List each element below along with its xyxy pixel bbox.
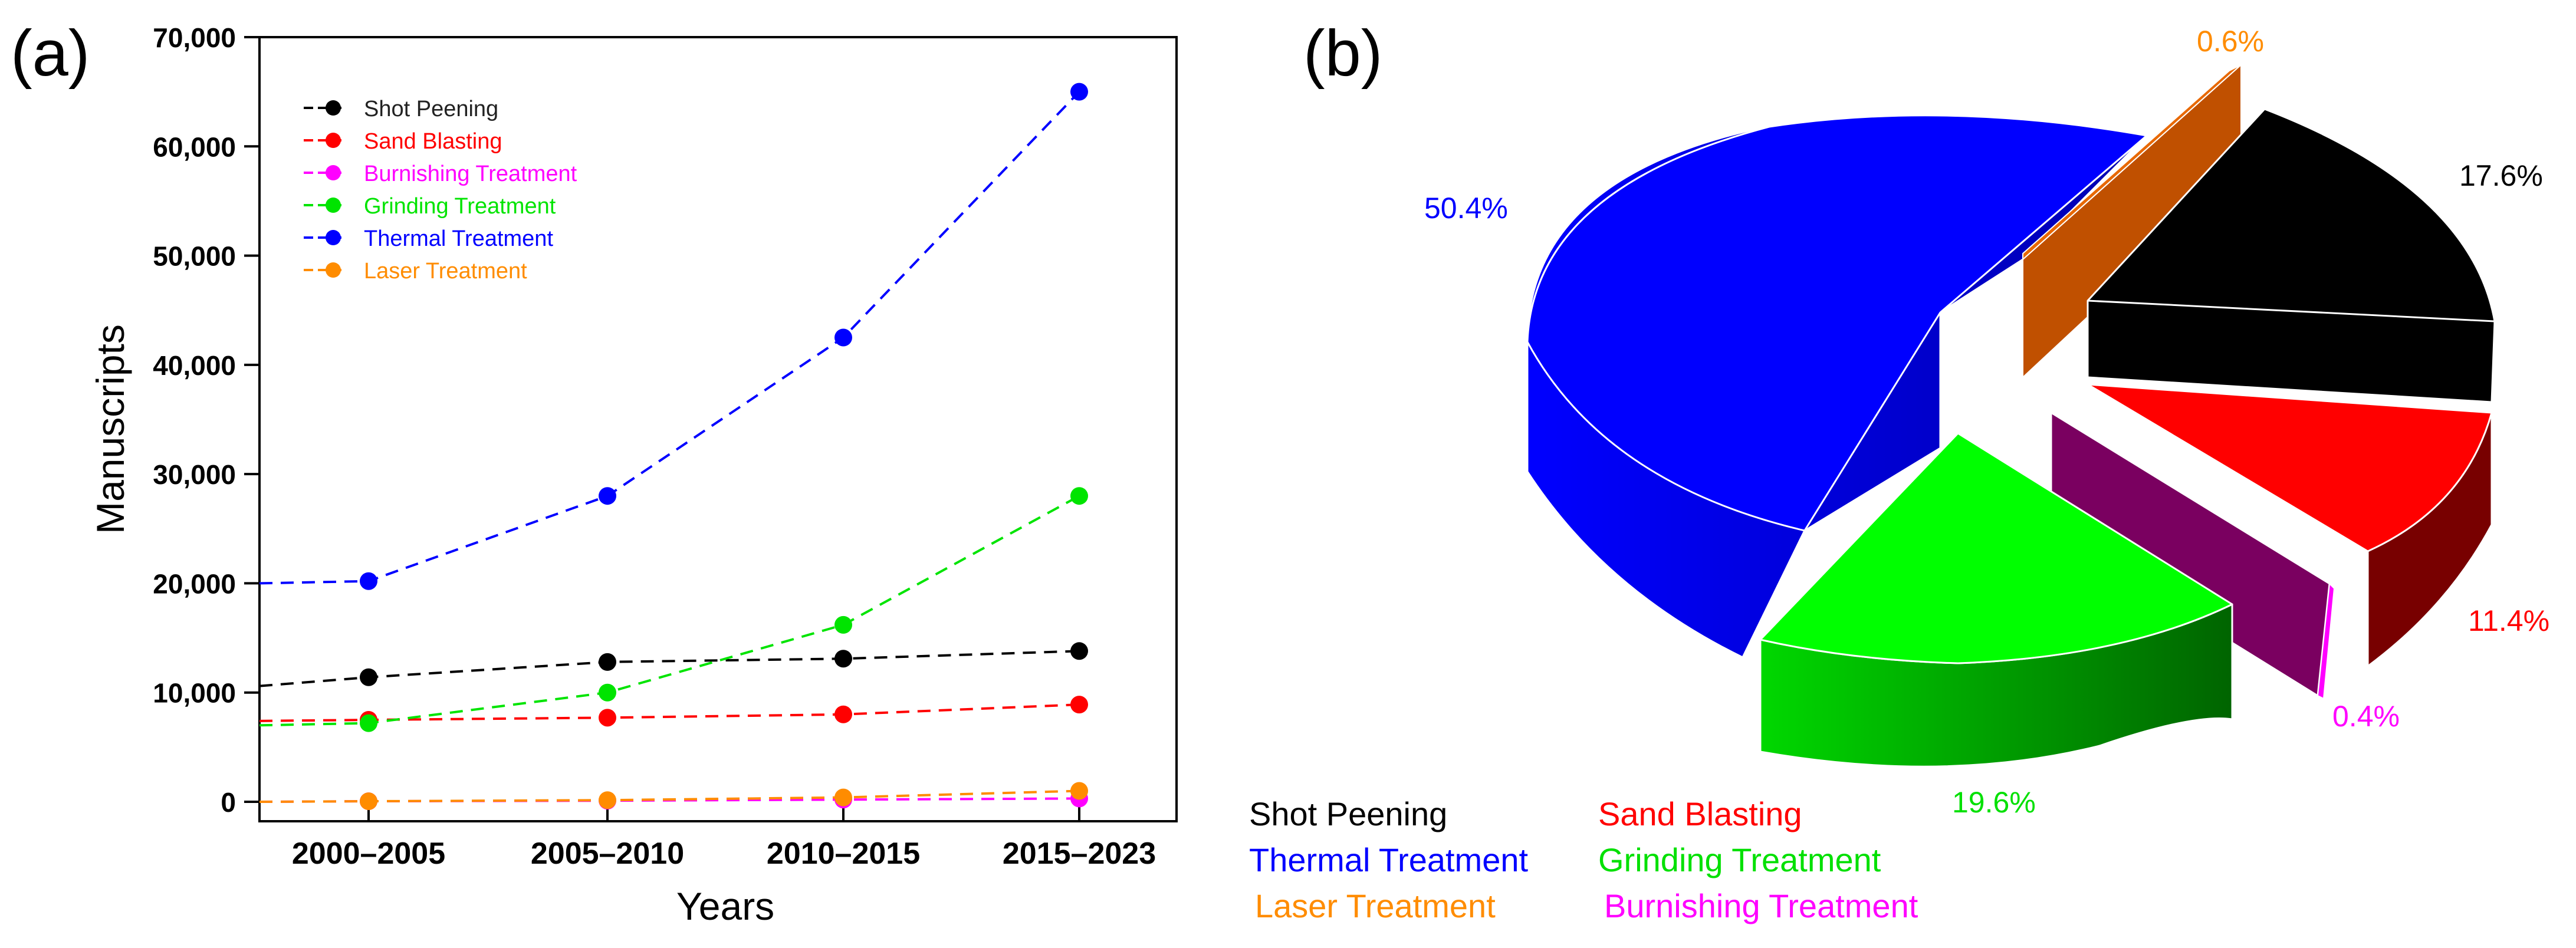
- data-point-thermal-treatment: [1070, 83, 1088, 101]
- plot-frame: [258, 36, 1178, 822]
- x-tick-label: 2000–2005: [292, 837, 445, 871]
- x-axis: 2000–2005 2005–2010 2010–2015 2015–2023: [292, 806, 1156, 871]
- line-chart: 0 10,000 20,000 30,000 40,000 50,000 60,000 70,…: [88, 22, 1178, 928]
- pie-slice-shot-peening: [2087, 108, 2496, 403]
- data-point-laser-treatment: [599, 791, 616, 809]
- series-line-shot-peening: [259, 650, 1080, 687]
- data-point-thermal-treatment: [599, 487, 616, 505]
- legend-item-laser-treatment: Laser Treatment: [304, 259, 527, 284]
- y-tick-label: 50,000: [153, 241, 236, 272]
- x-tick-label: 2005–2010: [531, 837, 684, 871]
- data-point-shot-peening: [599, 653, 616, 671]
- pie-label-thermal-treatment: 50.4%: [1424, 192, 1508, 225]
- data-point-laser-treatment: [834, 788, 852, 807]
- pie-slice-sand-blasting: [2087, 383, 2493, 667]
- pie-slice-grinding-treatment: [1759, 432, 2233, 768]
- panel-a-label: (a): [11, 17, 90, 90]
- legend-item-sand-blasting: Sand Blasting: [304, 129, 502, 154]
- y-tick-label: 20,000: [153, 568, 236, 599]
- legend-label: Thermal Treatment: [364, 226, 553, 251]
- legend-label: Burnishing Treatment: [364, 162, 577, 186]
- legend-item-thermal-treatment: Thermal Treatment: [304, 226, 553, 251]
- pie-label-grinding-treatment: 19.6%: [1952, 786, 2036, 819]
- data-point-shot-peening: [834, 650, 852, 668]
- pie-legend-item-thermal-treatment: Thermal Treatment: [1249, 841, 1528, 878]
- pie-legend: Shot Peening Sand Blasting Thermal Treat…: [1249, 795, 1918, 924]
- x-tick-label: 2015–2023: [1003, 837, 1156, 871]
- data-point-thermal-treatment: [834, 328, 852, 347]
- y-tick-label: 60,000: [153, 131, 236, 162]
- x-tick-label: 2010–2015: [767, 837, 920, 871]
- series-line-sand-blasting: [259, 703, 1080, 722]
- data-point-sand-blasting: [1070, 696, 1088, 714]
- data-point-grinding-treatment: [599, 683, 616, 702]
- legend-label: Shot Peening: [364, 97, 498, 121]
- data-point-laser-treatment: [360, 792, 377, 811]
- legend-swatch-marker: [326, 100, 341, 116]
- data-point-shot-peening: [1070, 642, 1088, 660]
- legend-label: Grinding Treatment: [364, 194, 556, 219]
- series-layer: [259, 83, 1088, 811]
- pie-label-laser-treatment: 0.6%: [2197, 25, 2264, 58]
- pie-label-shot-peening: 17.6%: [2459, 159, 2543, 192]
- y-tick-label: 70,000: [153, 22, 236, 53]
- series-line-laser-treatment: [259, 789, 1080, 803]
- legend-label: Laser Treatment: [364, 259, 527, 284]
- data-point-grinding-treatment: [1070, 487, 1088, 505]
- legend-item-shot-peening: Shot Peening: [304, 97, 498, 121]
- y-tick-label: 40,000: [153, 350, 236, 381]
- legend-swatch-marker: [326, 165, 341, 180]
- legend-label: Sand Blasting: [364, 129, 502, 154]
- pie-legend-item-shot-peening: Shot Peening: [1249, 795, 1447, 832]
- pie-chart: 50.4% 0.6% 17.6% 11.4% 0.4% 19.6% Shot P…: [1249, 25, 2549, 924]
- data-point-sand-blasting: [599, 709, 616, 727]
- legend-swatch-marker: [326, 230, 341, 245]
- legend-item-burnishing-treatment: Burnishing Treatment: [304, 162, 577, 186]
- legend-item-grinding-treatment: Grinding Treatment: [304, 194, 556, 219]
- y-tick-label: 10,000: [153, 678, 236, 709]
- data-point-shot-peening: [360, 668, 377, 686]
- pie-legend-item-grinding-treatment: Grinding Treatment: [1598, 841, 1881, 878]
- y-axis: 0 10,000 20,000 30,000 40,000 50,000 60,000 70,…: [153, 22, 259, 818]
- legend-swatch-marker: [326, 198, 341, 213]
- pie-legend-item-laser-treatment: Laser Treatment: [1255, 887, 1496, 924]
- x-axis-label: Years: [676, 884, 774, 928]
- y-axis-label: Manuscripts: [88, 324, 132, 534]
- pie-label-burnishing-treatment: 0.4%: [2332, 700, 2400, 733]
- panel-b-label: (b): [1303, 17, 1382, 90]
- y-tick-label: 0: [221, 787, 236, 818]
- data-point-laser-treatment: [1070, 782, 1088, 800]
- legend: Shot Peening Sand Blasting Burnishing Trea…: [304, 97, 577, 284]
- data-point-grinding-treatment: [834, 615, 852, 634]
- pie-legend-item-sand-blasting: Sand Blasting: [1598, 795, 1802, 832]
- legend-swatch-marker: [326, 133, 341, 148]
- data-point-sand-blasting: [834, 705, 852, 723]
- data-point-thermal-treatment: [360, 572, 377, 590]
- pie-legend-item-burnishing-treatment: Burnishing Treatment: [1604, 887, 1918, 924]
- legend-swatch-marker: [326, 262, 341, 278]
- series-line-grinding-treatment: [259, 495, 1080, 727]
- data-point-grinding-treatment: [360, 714, 377, 732]
- pie-slice-thermal-treatment: [1526, 114, 2148, 659]
- y-tick-label: 30,000: [153, 459, 236, 490]
- pie-label-sand-blasting: 11.4%: [2468, 604, 2549, 637]
